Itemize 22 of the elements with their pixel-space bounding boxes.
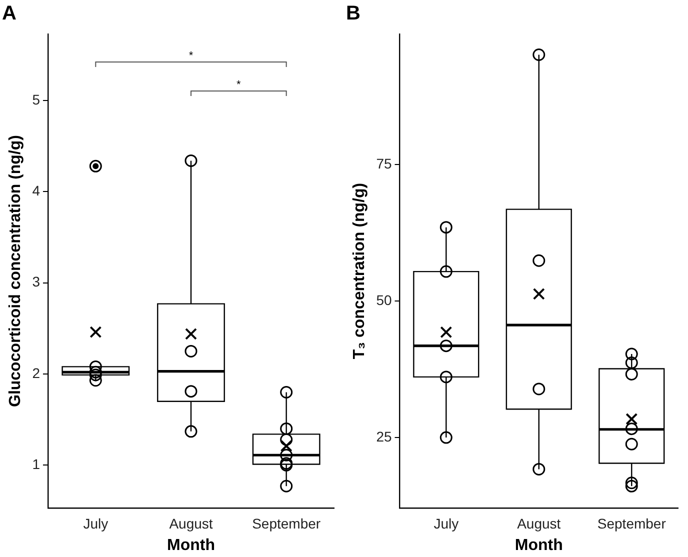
x-tick-label: August (517, 515, 561, 532)
x-tick-label: July (434, 515, 459, 532)
x-axis-title: Month (514, 536, 563, 554)
chart-title: A (2, 2, 16, 25)
annotation: * (236, 79, 242, 91)
y-axis-title: T₃ concentration (ng/g) (351, 182, 368, 360)
x-axis-title: Month (167, 536, 215, 554)
y-tick-label: 1 (32, 456, 40, 472)
y-tick-label: 2 (32, 364, 40, 381)
x-tick-label: July (83, 515, 108, 532)
y-tick-label: 25 (376, 428, 392, 444)
chart-title: B (346, 2, 360, 25)
x-tick-label: September (252, 515, 321, 532)
y-tick-label: 3 (32, 274, 40, 290)
y-axis-title: Glucocorticoid concentration (ng/g) (7, 135, 24, 407)
annotation: * (188, 50, 194, 62)
y-tick-label: 75 (376, 155, 392, 172)
x-tick-label: August (169, 515, 213, 532)
y-tick-label: 50 (376, 292, 392, 308)
y-tick-label: 5 (32, 91, 40, 108)
y-tick-label: 4 (32, 182, 40, 199)
x-tick-label: September (597, 515, 666, 532)
